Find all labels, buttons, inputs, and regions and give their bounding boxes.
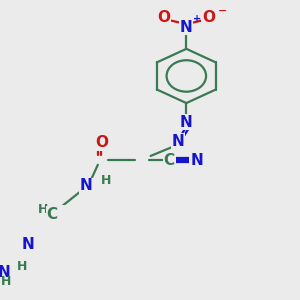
Text: O: O bbox=[95, 135, 108, 150]
Text: N: N bbox=[171, 134, 184, 148]
Text: −: − bbox=[218, 6, 227, 16]
Text: N: N bbox=[0, 265, 11, 280]
Text: O: O bbox=[202, 10, 215, 25]
Text: C: C bbox=[46, 207, 58, 222]
Text: +: + bbox=[193, 14, 201, 24]
Text: N: N bbox=[180, 20, 193, 34]
Text: N: N bbox=[180, 115, 193, 130]
Text: H: H bbox=[38, 203, 49, 216]
Text: N: N bbox=[80, 178, 92, 193]
Text: H: H bbox=[17, 260, 27, 273]
Text: N: N bbox=[22, 237, 34, 252]
Text: H: H bbox=[100, 174, 111, 188]
Text: H: H bbox=[1, 275, 11, 288]
Text: C: C bbox=[164, 152, 175, 167]
Text: N: N bbox=[190, 152, 203, 167]
Text: O: O bbox=[158, 10, 171, 25]
